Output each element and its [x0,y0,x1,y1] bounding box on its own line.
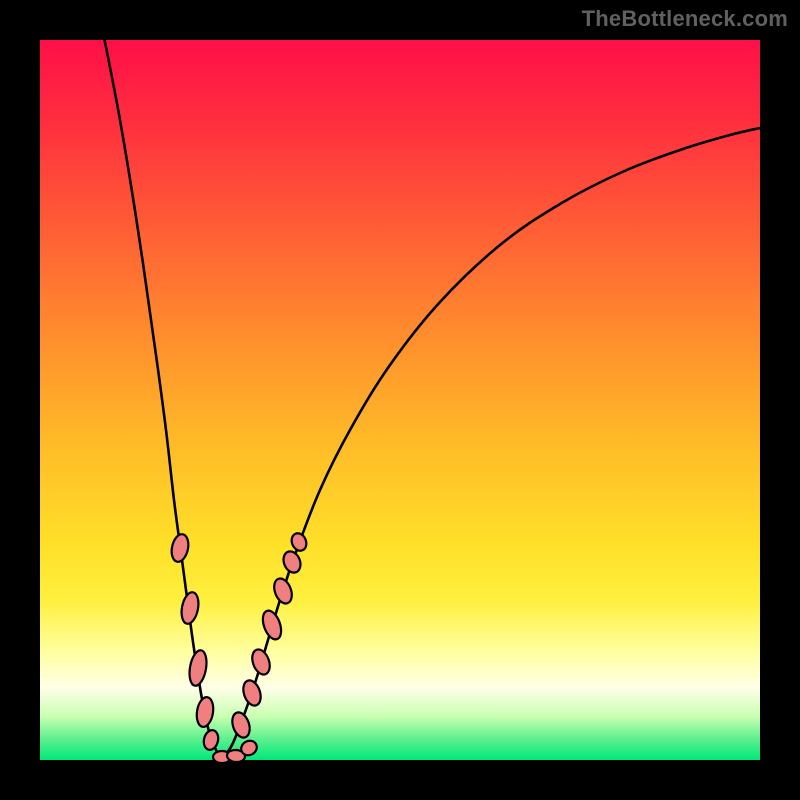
watermark-text: TheBottleneck.com [582,6,788,32]
chart-svg [0,0,800,800]
plot-area [40,40,760,760]
chart-root: TheBottleneck.com [0,0,800,800]
